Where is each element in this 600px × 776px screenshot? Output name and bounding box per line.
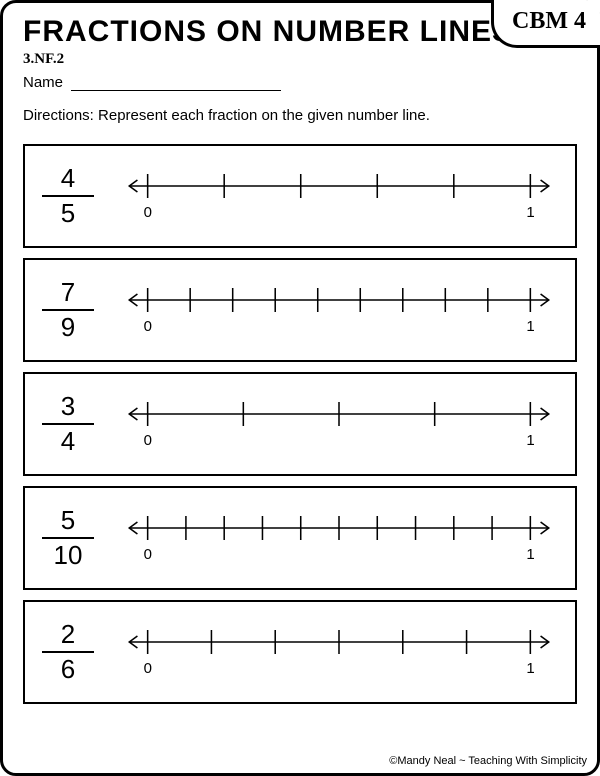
fraction-numerator: 5: [33, 506, 103, 537]
problem-row: 5 10 0 1: [23, 486, 577, 590]
number-line[interactable]: 0 1: [119, 498, 559, 578]
axis-label-end: 1: [526, 432, 534, 449]
fraction-denominator: 6: [33, 653, 103, 684]
problem-row: 7 9 0 1: [23, 258, 577, 362]
directions-text: Directions: Represent each fraction on t…: [23, 107, 577, 124]
fraction-denominator: 9: [33, 311, 103, 342]
axis-label-end: 1: [526, 318, 534, 335]
axis-label-end: 1: [526, 660, 534, 677]
number-line[interactable]: 0 1: [119, 156, 559, 236]
axis-label-start: 0: [144, 318, 152, 335]
cbm-badge: CBM 4: [491, 0, 600, 48]
copyright-footer: ©Mandy Neal ~ Teaching With Simplicity: [389, 755, 587, 767]
standard-code: 3.NF.2: [23, 51, 513, 68]
fraction-denominator: 5: [33, 197, 103, 228]
fraction: 2 6: [33, 620, 103, 683]
fraction: 5 10: [33, 506, 103, 569]
fraction-denominator: 10: [33, 539, 103, 570]
fraction: 7 9: [33, 278, 103, 341]
axis-label-end: 1: [526, 546, 534, 563]
number-line[interactable]: 0 1: [119, 384, 559, 464]
axis-label-start: 0: [144, 660, 152, 677]
problem-row: 4 5 0 1: [23, 144, 577, 248]
fraction: 4 5: [33, 164, 103, 227]
problem-row: 2 6 0 1: [23, 600, 577, 704]
number-line[interactable]: 0 1: [119, 612, 559, 692]
axis-label-start: 0: [144, 546, 152, 563]
axis-label-end: 1: [526, 204, 534, 221]
fraction: 3 4: [33, 392, 103, 455]
fraction-numerator: 2: [33, 620, 103, 651]
fraction-numerator: 7: [33, 278, 103, 309]
fraction-numerator: 3: [33, 392, 103, 423]
page-title: FRACTIONS ON NUMBER LINES: [23, 15, 513, 49]
fraction-numerator: 4: [33, 164, 103, 195]
axis-label-start: 0: [144, 432, 152, 449]
number-line[interactable]: 0 1: [119, 270, 559, 350]
fraction-denominator: 4: [33, 425, 103, 456]
name-label: Name: [23, 74, 63, 91]
axis-label-start: 0: [144, 204, 152, 221]
name-blank[interactable]: [71, 90, 281, 91]
problems-list: 4 5 0 1 7 9 0 1 3 4 0 1: [23, 144, 577, 704]
worksheet-page: CBM 4 FRACTIONS ON NUMBER LINES 3.NF.2 N…: [0, 0, 600, 776]
name-row: Name: [23, 74, 513, 91]
problem-row: 3 4 0 1: [23, 372, 577, 476]
